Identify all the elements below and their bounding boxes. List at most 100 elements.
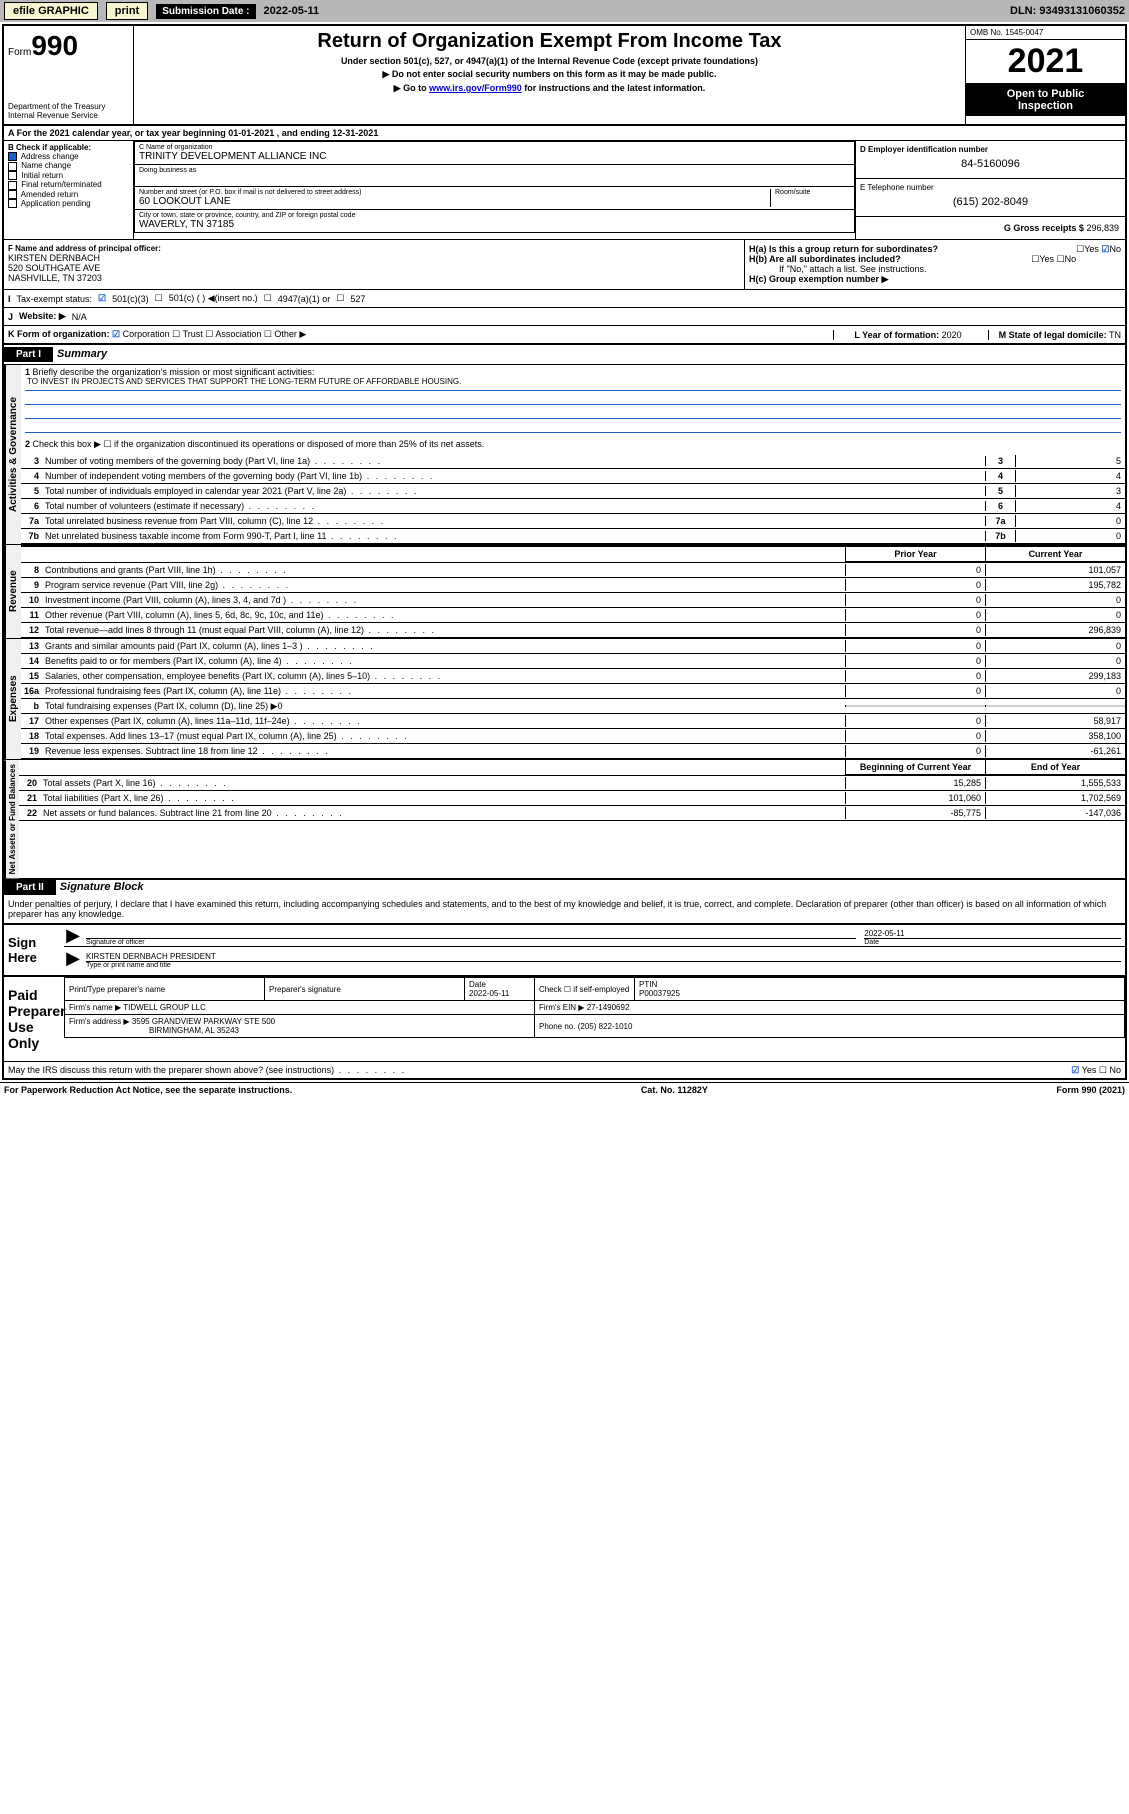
line-18-current: 358,100: [985, 730, 1125, 742]
part2-header: Part II: [4, 880, 56, 895]
footer-cat: Cat. No. 11282Y: [641, 1085, 708, 1095]
line-14-current: 0: [985, 655, 1125, 667]
hc-exemption: H(c) Group exemption number ▶: [749, 274, 1121, 285]
officer-addr1: 520 SOUTHGATE AVE: [8, 263, 740, 273]
irs-label: Internal Revenue Service: [8, 111, 129, 120]
subtitle-3: ▶ Go to www.irs.gov/Form990 for instruct…: [138, 83, 961, 94]
tab-revenue: Revenue: [4, 545, 21, 638]
part2-title: Signature Block: [60, 881, 144, 893]
section-b: B Check if applicable: Address change Na…: [4, 141, 134, 239]
sig-officer-label: Signature of officer: [86, 938, 856, 946]
print-btn[interactable]: print: [106, 2, 148, 20]
checkbox-application-pending[interactable]: [8, 199, 17, 208]
checkbox-name-change[interactable]: [8, 162, 17, 171]
city-label: City or town, state or province, country…: [139, 212, 850, 219]
tab-net-assets: Net Assets or Fund Balances: [4, 760, 19, 878]
line-17-prior: 0: [845, 715, 985, 727]
ha-group-return: H(a) Is this a group return for subordin…: [749, 244, 1121, 254]
gross-label: G Gross receipts $: [1004, 223, 1084, 233]
checkbox-amended-return[interactable]: [8, 190, 17, 199]
tab-expenses: Expenses: [4, 639, 21, 759]
officer-name: KIRSTEN DERNBACH: [8, 253, 740, 263]
firm-phone: (205) 822-1010: [578, 1022, 633, 1031]
checkbox-initial-return[interactable]: [8, 171, 17, 180]
section-a-period: A For the 2021 calendar year, or tax yea…: [4, 126, 1125, 141]
submission-label: Submission Date :: [156, 4, 255, 19]
form-number: 990: [31, 30, 78, 61]
line-6-value: 4: [1015, 500, 1125, 512]
checkbox-address-change[interactable]: [8, 152, 17, 161]
dept-treasury: Department of the Treasury: [8, 102, 129, 111]
line-8-current: 101,057: [985, 564, 1125, 576]
line-8-prior: 0: [845, 564, 985, 576]
line-16a-current: 0: [985, 685, 1125, 697]
footer-form: Form 990 (2021): [1056, 1085, 1125, 1095]
line-20-current: 1,555,533: [985, 777, 1125, 789]
line-9-current: 195,782: [985, 579, 1125, 591]
line-7b-value: 0: [1015, 530, 1125, 542]
org-name: TRINITY DEVELOPMENT ALLIANCE INC: [139, 151, 850, 162]
section-m-state: M State of legal domicile: TN: [988, 330, 1121, 340]
officer-addr2: NASHVILLE, TN 37203: [8, 273, 740, 283]
prep-sig-label: Preparer's signature: [265, 978, 465, 1001]
ptin-value: P00037925: [639, 989, 680, 998]
line-15-current: 299,183: [985, 670, 1125, 682]
officer-name-title: KIRSTEN DERNBACH PRESIDENT: [86, 952, 1121, 961]
irs-link[interactable]: www.irs.gov/Form990: [429, 83, 522, 93]
prep-date: 2022-05-11: [469, 989, 509, 998]
line-22-current: -147,036: [985, 807, 1125, 819]
name-label: C Name of organization: [139, 144, 850, 151]
ein-value: 84-5160096: [860, 154, 1121, 174]
subtitle-2: ▶ Do not enter social security numbers o…: [138, 69, 961, 80]
section-k-form-org: K Form of organization: ☑ Corporation ☐ …: [8, 329, 306, 340]
form-title: Return of Organization Exempt From Incom…: [138, 30, 961, 53]
sig-date-label: Date: [864, 938, 1121, 946]
line-3-value: 5: [1015, 455, 1125, 467]
paid-preparer-label: Paid Preparer Use Only: [4, 977, 64, 1061]
phone-value: (615) 202-8049: [860, 192, 1121, 212]
q2-discontinued: Check this box ▶ ☐ if the organization d…: [33, 439, 485, 449]
subtitle-1: Under section 501(c), 527, or 4947(a)(1)…: [138, 56, 961, 66]
line-5-value: 3: [1015, 485, 1125, 497]
checkbox-final-return-terminated[interactable]: [8, 181, 17, 190]
firm-ein: 27-1490692: [587, 1003, 630, 1012]
line-15-prior: 0: [845, 670, 985, 682]
line-13-current: 0: [985, 640, 1125, 652]
line-19-prior: 0: [845, 745, 985, 757]
line-17-current: 58,917: [985, 715, 1125, 727]
name-title-label: Type or print name and title: [86, 961, 1121, 969]
dba-label: Doing business as: [139, 167, 850, 174]
footer-pra: For Paperwork Reduction Act Notice, see …: [4, 1085, 292, 1095]
firm-name: TIDWELL GROUP LLC: [123, 1003, 206, 1012]
col-end-year: End of Year: [985, 760, 1125, 775]
tax-year: 2021: [966, 40, 1125, 84]
preparer-table: Print/Type preparer's name Preparer's si…: [64, 977, 1125, 1038]
col-prior-year: Prior Year: [845, 547, 985, 562]
col-current-year: Current Year: [985, 547, 1125, 562]
line-12-prior: 0: [845, 624, 985, 636]
mission-text: TO INVEST IN PROJECTS AND SERVICES THAT …: [25, 377, 1121, 391]
line-22-prior: -85,775: [845, 807, 985, 819]
line-10-current: 0: [985, 594, 1125, 606]
firm-addr: 3595 GRANDVIEW PARKWAY STE 500: [132, 1017, 275, 1026]
room-label: Room/suite: [770, 189, 850, 207]
line-b-current: [985, 705, 1125, 707]
line-11-prior: 0: [845, 609, 985, 621]
line-12-current: 296,839: [985, 624, 1125, 636]
hb-note: If "No," attach a list. See instructions…: [749, 264, 1121, 274]
line-4-value: 4: [1015, 470, 1125, 482]
arrow-icon: ▶: [64, 925, 82, 946]
prep-name-label: Print/Type preparer's name: [65, 978, 265, 1001]
self-employed-check: Check ☐ if self-employed: [535, 978, 635, 1001]
section-l-year: L Year of formation: 2020: [833, 330, 981, 340]
line-b-prior: [845, 705, 985, 707]
line-20-prior: 15,285: [845, 777, 985, 789]
line-16a-prior: 0: [845, 685, 985, 697]
phone-label: E Telephone number: [860, 183, 1121, 192]
line-21-prior: 101,060: [845, 792, 985, 804]
tab-activities-governance: Activities & Governance: [4, 365, 21, 544]
section-j-website: J Website: ▶ N/A: [4, 308, 1125, 326]
part1-title: Summary: [57, 348, 107, 360]
efile-btn[interactable]: efile GRAPHIC: [4, 2, 98, 20]
ein-label: D Employer identification number: [860, 145, 1121, 154]
